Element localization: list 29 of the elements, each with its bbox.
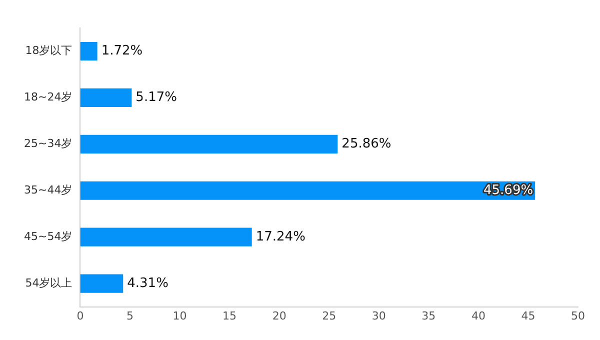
bar — [80, 228, 252, 246]
bar — [80, 88, 132, 107]
x-tick-label: 25 — [322, 309, 336, 322]
data-label: 1.72% — [101, 44, 143, 59]
x-tick-label: 50 — [571, 309, 585, 322]
data-label: 17.24% — [256, 229, 306, 244]
bar — [80, 274, 124, 293]
x-tick-label: 45 — [521, 309, 536, 322]
data-label: 45.69% — [484, 183, 534, 198]
x-tick-label: 10 — [172, 309, 187, 322]
y-tick-label: 54岁以上 — [25, 276, 72, 290]
data-label: 4.31% — [127, 276, 168, 291]
x-tick-label: 30 — [372, 309, 386, 322]
x-tick-label: 5 — [126, 309, 134, 322]
data-label: 25.86% — [342, 136, 392, 152]
data-label: 5.17% — [136, 90, 177, 106]
x-tick-label: 0 — [76, 309, 84, 322]
y-tick-label: 45~54岁 — [24, 230, 72, 243]
y-tick-label: 18~24岁 — [24, 90, 72, 104]
x-tick-label: 15 — [222, 309, 237, 322]
x-tick-label: 35 — [422, 309, 436, 322]
y-tick-label: 25~34岁 — [24, 137, 72, 150]
bar — [80, 42, 98, 61]
bar — [80, 181, 536, 200]
y-tick-label: 18岁以下 — [25, 44, 72, 58]
x-tick-label: 20 — [272, 309, 286, 322]
x-tick-label: 40 — [471, 309, 486, 322]
bar — [80, 134, 338, 154]
y-tick-label: 35~44岁 — [24, 183, 72, 196]
